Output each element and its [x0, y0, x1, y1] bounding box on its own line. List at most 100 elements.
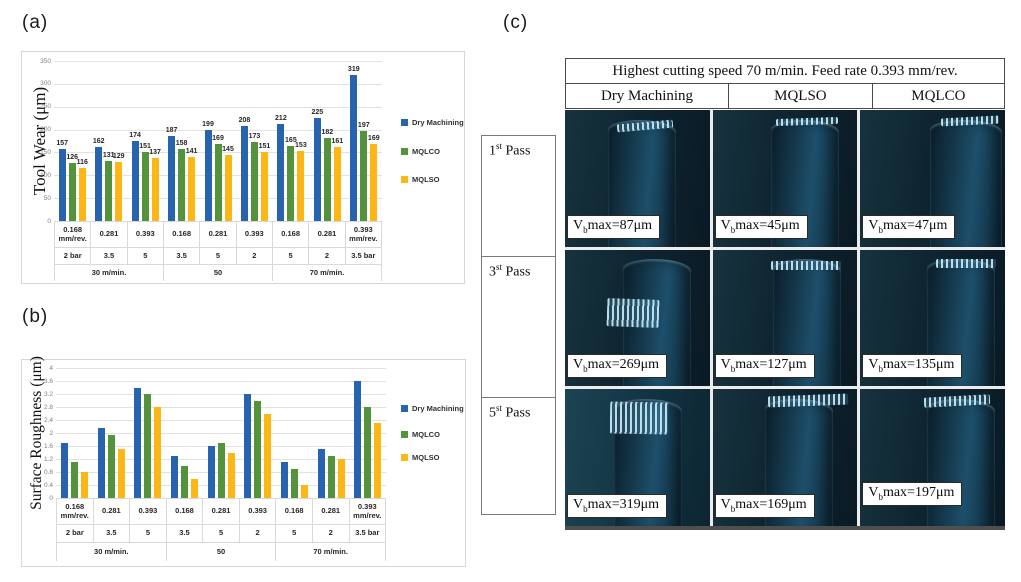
y-tick-label: 150	[40, 148, 51, 156]
panel-b-label: (b)	[22, 306, 49, 327]
data-label: 129	[112, 153, 125, 161]
pass-label-column: 1st Pass 3st Pass 5st Pass	[481, 135, 556, 515]
category-label: 0.168 mm/rev.	[57, 499, 94, 524]
bar-mqlso	[333, 147, 341, 221]
legend-label: MQLCO	[412, 147, 440, 156]
category-label: 2 bar	[55, 248, 92, 264]
bar-mqlso	[154, 407, 162, 498]
y-tick-label: 50	[43, 194, 51, 202]
bar-dry-machining	[204, 130, 212, 221]
category-label: 0.393	[237, 222, 273, 247]
y-tick-label: 100	[40, 171, 51, 179]
bar-dry-machining	[170, 455, 178, 498]
data-label: 208	[238, 116, 251, 124]
legend-label: Dry Machining	[412, 118, 464, 127]
data-label: 187	[165, 126, 178, 134]
category-label: 2 bar	[57, 525, 94, 542]
bar-mqlso	[188, 156, 196, 221]
bar-mqlco	[327, 455, 335, 498]
bar-mqlso	[374, 423, 382, 498]
bar-mqlco	[141, 151, 149, 221]
legend-entry-mqlco: MQLCO	[401, 147, 440, 156]
bar-mqlco	[323, 137, 331, 221]
legend-label: MQLCO	[412, 430, 440, 439]
micrograph-dry-pass5: Vbmax=319μm	[565, 389, 710, 526]
wear-glint	[767, 393, 848, 408]
pass-label-1: 1st Pass	[489, 141, 531, 159]
category-label: 3.5	[167, 525, 204, 542]
category-label: 0.168	[167, 499, 204, 524]
mqlco-swatch-icon	[401, 431, 408, 438]
micrograph-dry-pass1: Vbmax=87μm	[565, 110, 710, 247]
bar-dry-machining	[58, 149, 66, 221]
category-label: 0.393 mm/rev.	[350, 499, 387, 524]
data-label: 157	[56, 140, 69, 148]
bar-mqlso	[300, 485, 308, 498]
bar-dry-machining	[97, 428, 105, 498]
category-label: 5	[128, 248, 164, 264]
data-label: 165	[285, 136, 297, 144]
wear-glint	[609, 401, 669, 435]
legend-entry-mqlco: MQLCO	[401, 430, 440, 439]
bar-mqlco	[364, 407, 372, 498]
mqlso-swatch-icon	[401, 176, 408, 183]
bar-mqlco	[178, 148, 186, 221]
bar-mqlso	[370, 143, 378, 221]
category-label: 0.281	[309, 222, 346, 247]
surface-roughness-chart: Surface Roughness (μm) Dry Machining MQL…	[21, 356, 466, 567]
bar-mqlco	[290, 468, 298, 498]
bar-mqlso	[227, 452, 235, 498]
bar-mqlso	[78, 167, 86, 221]
category-label: 50	[167, 543, 277, 561]
wear-glint	[935, 259, 996, 269]
column-mqlco: MQLCO	[871, 84, 1004, 108]
category-label: 0.168	[164, 222, 201, 247]
bar-dry-machining	[207, 446, 215, 498]
dry-machining-swatch-icon	[401, 405, 408, 412]
category-label: 2	[313, 525, 350, 542]
bar-dry-machining	[240, 125, 248, 221]
column-dry-machining: Dry Machining	[600, 87, 694, 104]
vbmax-label: Vbmax=135μm	[862, 354, 963, 379]
data-label: 141	[185, 147, 198, 155]
category-label: 0.168 mm/rev.	[55, 222, 92, 247]
bar-mqlso	[151, 158, 159, 221]
bar-dry-machining	[277, 124, 285, 221]
category-label: 0.281	[91, 222, 128, 247]
bar-dry-machining	[317, 449, 325, 498]
category-label: 0.168	[276, 499, 313, 524]
micrograph-grid: Vbmax=87μm Vbmax=45μm Vbmax=47μm Vbmax=2…	[565, 110, 1005, 530]
y-tick-label: 1.2	[43, 455, 53, 463]
category-label: 0.281	[200, 222, 237, 247]
legend-label: MQLSO	[412, 175, 440, 184]
bar-mqlco	[217, 442, 225, 498]
vbmax-label: Vbmax=169μm	[714, 493, 815, 518]
legend-entry-mqlso: MQLSO	[401, 175, 440, 184]
bar-mqlco	[214, 143, 222, 221]
category-label: 50	[164, 265, 273, 281]
column-mqlso: MQLSO	[728, 84, 872, 108]
vbmax-label: Vbmax=269μm	[567, 354, 668, 379]
category-label: 30 m/min.	[55, 265, 164, 281]
condition-columns: Dry Machining MQLSO MQLCO	[566, 84, 1004, 108]
bar-mqlco	[107, 434, 115, 498]
data-label: 161	[331, 138, 344, 146]
category-label: 2	[309, 248, 346, 264]
data-label: 162	[92, 137, 105, 145]
data-label: 145	[222, 145, 234, 153]
mqlso-swatch-icon	[401, 454, 408, 461]
bar-dry-machining	[313, 118, 321, 221]
y-tick-label: 2.4	[43, 416, 53, 424]
y-tick-label: 2.8	[43, 403, 53, 411]
bar-dry-machining	[354, 381, 362, 498]
category-label: 0.168	[273, 222, 310, 247]
category-axis-table: 0.168 mm/rev. 0.281 0.393 0.168 0.281 0.393 0.…	[56, 498, 387, 561]
y-tick-label: 3.6	[43, 377, 53, 385]
category-label: 2	[237, 248, 273, 264]
tool-wear-chart: Tool Wear (μm) Dry Machining MQLCO MQLSO…	[21, 51, 465, 284]
bar-mqlco	[287, 145, 295, 221]
vbmax-label: Vbmax=87μm	[567, 214, 661, 239]
bar-mqlso	[260, 151, 268, 221]
tool-wear-y-axis-title: Tool Wear (μm)	[30, 86, 49, 196]
bar-mqlso	[297, 151, 305, 221]
